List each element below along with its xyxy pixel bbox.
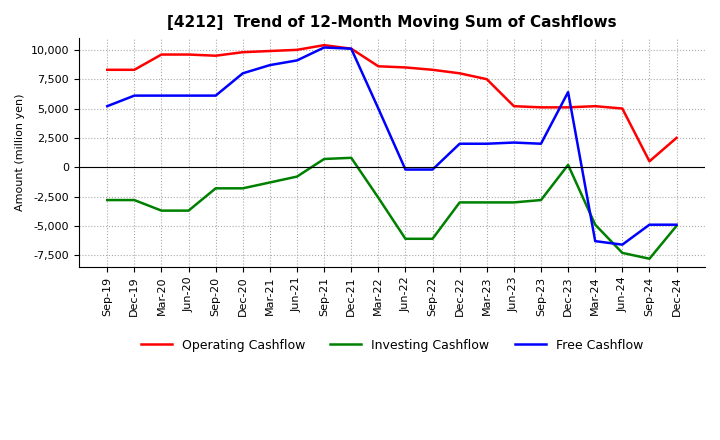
Free Cashflow xyxy=(482,141,491,147)
Operating Cashflow xyxy=(510,103,518,109)
Operating Cashflow xyxy=(482,77,491,82)
Free Cashflow xyxy=(266,62,274,68)
Investing Cashflow xyxy=(157,208,166,213)
Free Cashflow xyxy=(536,141,545,147)
Free Cashflow xyxy=(347,46,356,51)
Operating Cashflow xyxy=(374,64,382,69)
Legend: Operating Cashflow, Investing Cashflow, Free Cashflow: Operating Cashflow, Investing Cashflow, … xyxy=(135,334,648,357)
Investing Cashflow xyxy=(347,155,356,161)
Investing Cashflow xyxy=(184,208,193,213)
Operating Cashflow xyxy=(428,67,437,73)
Line: Investing Cashflow: Investing Cashflow xyxy=(107,158,677,259)
Free Cashflow xyxy=(645,222,654,227)
Operating Cashflow xyxy=(591,103,600,109)
Free Cashflow xyxy=(293,58,302,63)
Free Cashflow xyxy=(564,89,572,95)
Investing Cashflow xyxy=(618,250,626,256)
Investing Cashflow xyxy=(564,162,572,168)
Operating Cashflow xyxy=(645,159,654,164)
Free Cashflow xyxy=(591,238,600,244)
Title: [4212]  Trend of 12-Month Moving Sum of Cashflows: [4212] Trend of 12-Month Moving Sum of C… xyxy=(167,15,617,30)
Free Cashflow xyxy=(212,93,220,98)
Investing Cashflow xyxy=(672,223,681,228)
Free Cashflow xyxy=(374,106,382,111)
Investing Cashflow xyxy=(212,186,220,191)
Investing Cashflow xyxy=(320,156,328,161)
Free Cashflow xyxy=(157,93,166,98)
Free Cashflow xyxy=(455,141,464,147)
Free Cashflow xyxy=(510,140,518,145)
Operating Cashflow xyxy=(103,67,112,73)
Investing Cashflow xyxy=(130,198,139,203)
Investing Cashflow xyxy=(645,256,654,261)
Free Cashflow xyxy=(618,242,626,247)
Free Cashflow xyxy=(184,93,193,98)
Investing Cashflow xyxy=(510,200,518,205)
Investing Cashflow xyxy=(455,200,464,205)
Investing Cashflow xyxy=(374,195,382,200)
Line: Free Cashflow: Free Cashflow xyxy=(107,48,677,245)
Free Cashflow xyxy=(320,45,328,50)
Investing Cashflow xyxy=(238,186,247,191)
Y-axis label: Amount (million yen): Amount (million yen) xyxy=(15,94,25,211)
Operating Cashflow xyxy=(347,46,356,51)
Operating Cashflow xyxy=(564,105,572,110)
Investing Cashflow xyxy=(536,198,545,203)
Operating Cashflow xyxy=(401,65,410,70)
Free Cashflow xyxy=(428,167,437,172)
Line: Operating Cashflow: Operating Cashflow xyxy=(107,45,677,161)
Operating Cashflow xyxy=(536,105,545,110)
Free Cashflow xyxy=(401,167,410,172)
Operating Cashflow xyxy=(293,47,302,52)
Operating Cashflow xyxy=(672,135,681,140)
Free Cashflow xyxy=(672,222,681,227)
Free Cashflow xyxy=(130,93,139,98)
Operating Cashflow xyxy=(212,53,220,59)
Free Cashflow xyxy=(238,71,247,76)
Investing Cashflow xyxy=(482,200,491,205)
Investing Cashflow xyxy=(428,236,437,242)
Operating Cashflow xyxy=(320,43,328,48)
Operating Cashflow xyxy=(455,71,464,76)
Investing Cashflow xyxy=(266,180,274,185)
Investing Cashflow xyxy=(103,198,112,203)
Investing Cashflow xyxy=(591,222,600,227)
Operating Cashflow xyxy=(238,50,247,55)
Operating Cashflow xyxy=(184,52,193,57)
Operating Cashflow xyxy=(157,52,166,57)
Investing Cashflow xyxy=(401,236,410,242)
Operating Cashflow xyxy=(266,48,274,54)
Free Cashflow xyxy=(103,103,112,109)
Operating Cashflow xyxy=(130,67,139,73)
Operating Cashflow xyxy=(618,106,626,111)
Investing Cashflow xyxy=(293,174,302,179)
